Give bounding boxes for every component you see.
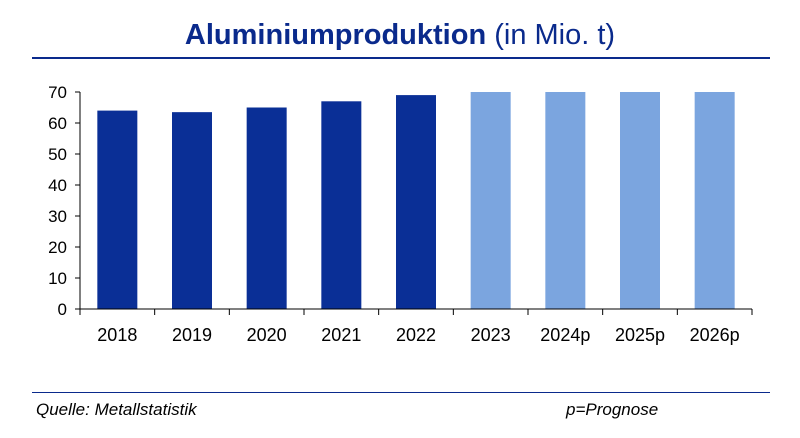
y-tick-label: 60	[48, 114, 67, 133]
chart-title-main: Aluminiumproduktion	[184, 19, 487, 51]
y-tick-label: 70	[48, 83, 67, 102]
x-tick-label: 2024p	[540, 325, 590, 345]
bar-2018	[97, 110, 138, 309]
chart-title: Aluminiumproduktion (in Mio. t)	[0, 18, 800, 52]
y-tick-label: 50	[48, 145, 67, 164]
x-tick-label: 2019	[172, 325, 212, 345]
x-tick-label: 2022	[396, 325, 436, 345]
x-tick-label: 2021	[321, 325, 361, 345]
bar-series	[97, 92, 735, 310]
bar-2025p	[620, 92, 660, 309]
bar-2023	[470, 92, 511, 309]
bar-2019	[172, 112, 212, 310]
source-note: Quelle: Metallstatistik	[36, 400, 197, 419]
chart-title-unit: (in Mio. t)	[494, 19, 616, 51]
x-tick-label: 2026p	[690, 325, 740, 345]
x-tick-label: 2018	[97, 325, 137, 345]
y-tick-label: 20	[48, 238, 67, 257]
x-tick-label: 2023	[471, 325, 511, 345]
title-divider	[32, 57, 770, 59]
footer-divider	[32, 392, 770, 393]
bar-2020	[246, 107, 287, 309]
y-axis: 0 10 20 30 40 50 60 70	[48, 83, 81, 319]
x-axis: 2018 2019 2020 2021 2022 2023 2024p 2025p 2026p	[79, 308, 753, 345]
bar-2026p	[694, 92, 735, 309]
y-tick-label: 40	[48, 176, 67, 195]
y-tick-label: 0	[58, 300, 67, 319]
y-tick-label: 30	[48, 207, 67, 226]
x-tick-label: 2020	[247, 325, 287, 345]
x-tick-label: 2025p	[615, 325, 665, 345]
bar-2024p	[545, 92, 586, 309]
bar-2021	[321, 101, 362, 309]
y-tick-label: 10	[48, 269, 67, 288]
bar-2022	[396, 95, 436, 309]
forecast-note: p=Prognose	[566, 400, 659, 419]
